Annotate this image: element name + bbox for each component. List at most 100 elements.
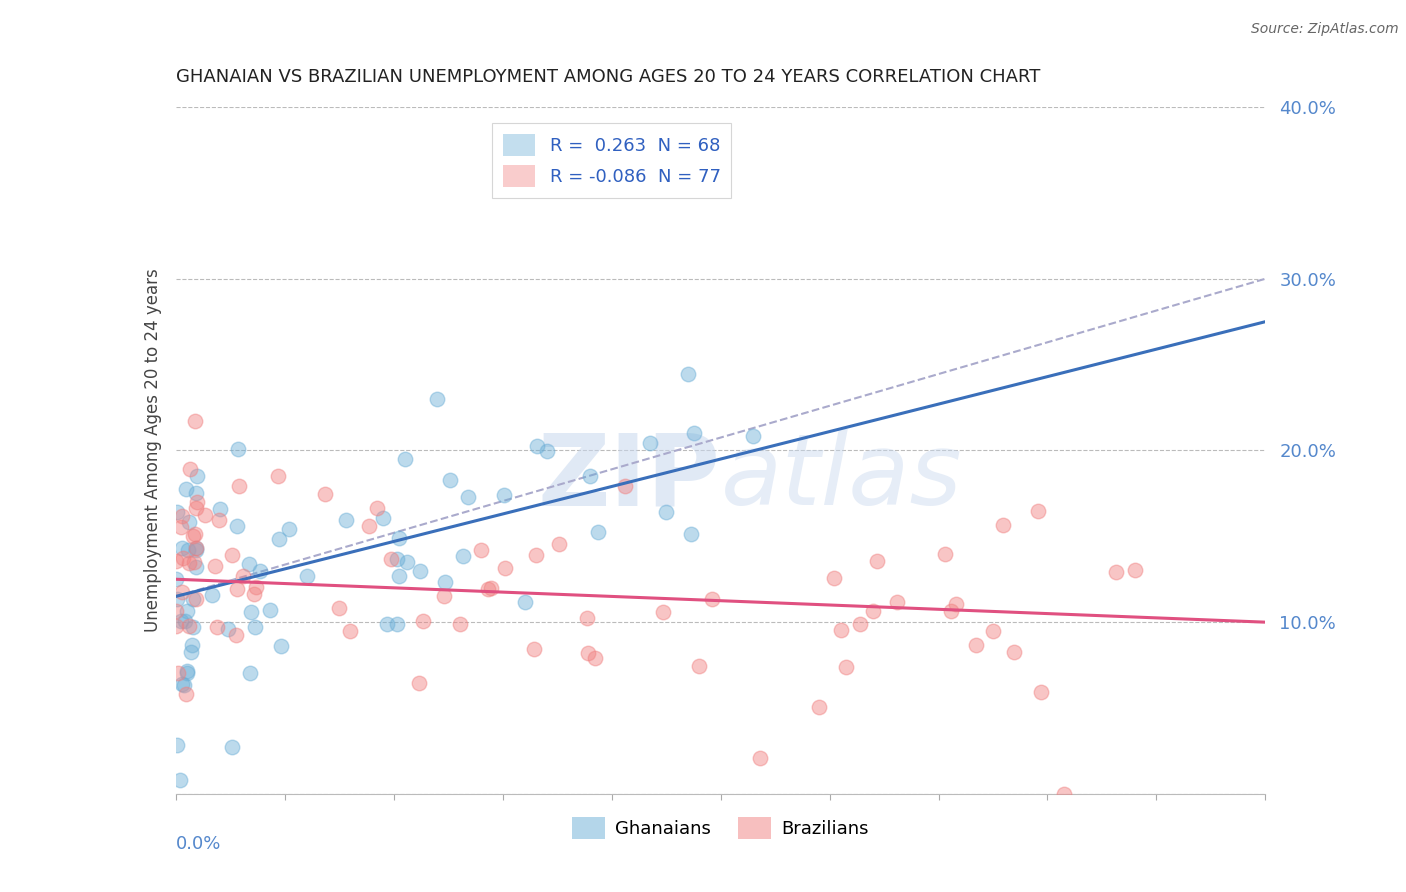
- Point: [170, 614, 193, 628]
- Point: [181, 620, 204, 634]
- Point: [579, 468, 602, 483]
- Point: [394, 452, 416, 467]
- Point: [614, 479, 637, 493]
- Point: [548, 537, 571, 551]
- Point: [238, 557, 260, 571]
- Point: [748, 751, 770, 765]
- Point: [1105, 566, 1128, 580]
- Point: [173, 678, 195, 692]
- Point: [524, 548, 547, 562]
- Point: [270, 639, 292, 653]
- Point: [328, 601, 350, 615]
- Point: [380, 552, 402, 566]
- Point: [259, 603, 281, 617]
- Point: [269, 532, 291, 546]
- Point: [395, 555, 418, 569]
- Point: [681, 526, 703, 541]
- Point: [513, 595, 536, 609]
- Point: [172, 551, 194, 566]
- Y-axis label: Unemployment Among Ages 20 to 24 years: Unemployment Among Ages 20 to 24 years: [143, 268, 162, 632]
- Point: [170, 520, 193, 534]
- Point: [433, 574, 456, 589]
- Point: [174, 687, 197, 701]
- Point: [426, 392, 449, 407]
- Point: [174, 482, 197, 496]
- Point: [981, 624, 1004, 639]
- Point: [335, 513, 357, 527]
- Point: [385, 551, 408, 566]
- Point: [181, 529, 204, 543]
- Point: [993, 517, 1015, 532]
- Point: [830, 623, 852, 637]
- Point: [186, 469, 208, 483]
- Point: [176, 664, 198, 678]
- Point: [576, 646, 599, 660]
- Point: [835, 660, 858, 674]
- Point: [470, 543, 492, 558]
- Point: [583, 650, 606, 665]
- Point: [207, 513, 229, 527]
- Point: [1053, 787, 1076, 801]
- Point: [700, 592, 723, 607]
- Point: [1026, 504, 1049, 518]
- Point: [249, 564, 271, 578]
- Point: [575, 610, 598, 624]
- Point: [375, 617, 398, 632]
- Point: [588, 524, 610, 539]
- Point: [165, 619, 187, 633]
- Point: [651, 605, 673, 619]
- Point: [866, 554, 889, 568]
- Point: [433, 589, 456, 603]
- Point: [177, 515, 200, 529]
- Point: [245, 580, 267, 594]
- Point: [186, 542, 208, 557]
- Point: [165, 604, 187, 618]
- Point: [849, 617, 872, 632]
- Point: [204, 558, 226, 573]
- Point: [165, 554, 187, 568]
- Point: [167, 665, 190, 680]
- Point: [184, 560, 207, 574]
- Point: [238, 666, 260, 681]
- Point: [176, 604, 198, 618]
- Point: [184, 592, 207, 607]
- Point: [638, 436, 661, 450]
- Point: [277, 522, 299, 536]
- Point: [181, 591, 204, 606]
- Point: [166, 592, 188, 607]
- Point: [221, 548, 243, 562]
- Point: [1029, 684, 1052, 698]
- Point: [683, 425, 706, 440]
- Point: [366, 500, 388, 515]
- Point: [823, 571, 845, 585]
- Point: [177, 618, 200, 632]
- Point: [536, 444, 558, 458]
- Point: [388, 568, 411, 582]
- Point: [165, 572, 187, 586]
- Point: [457, 490, 479, 504]
- Point: [939, 604, 962, 618]
- Point: [184, 486, 207, 500]
- Point: [180, 645, 202, 659]
- Point: [184, 541, 207, 556]
- Point: [184, 526, 207, 541]
- Point: [385, 617, 408, 632]
- Point: [186, 495, 208, 509]
- Point: [177, 557, 200, 571]
- Point: [170, 585, 193, 599]
- Point: [170, 677, 193, 691]
- Point: [314, 486, 336, 500]
- Point: [523, 642, 546, 657]
- Point: [183, 555, 205, 569]
- Point: [226, 519, 249, 533]
- Point: [526, 439, 548, 453]
- Text: 0.0%: 0.0%: [176, 835, 221, 853]
- Point: [221, 739, 243, 754]
- Text: Source: ZipAtlas.com: Source: ZipAtlas.com: [1251, 22, 1399, 37]
- Point: [194, 508, 217, 522]
- Point: [184, 501, 207, 516]
- Point: [862, 604, 884, 618]
- Point: [225, 582, 247, 596]
- Point: [492, 488, 515, 502]
- Point: [439, 473, 461, 487]
